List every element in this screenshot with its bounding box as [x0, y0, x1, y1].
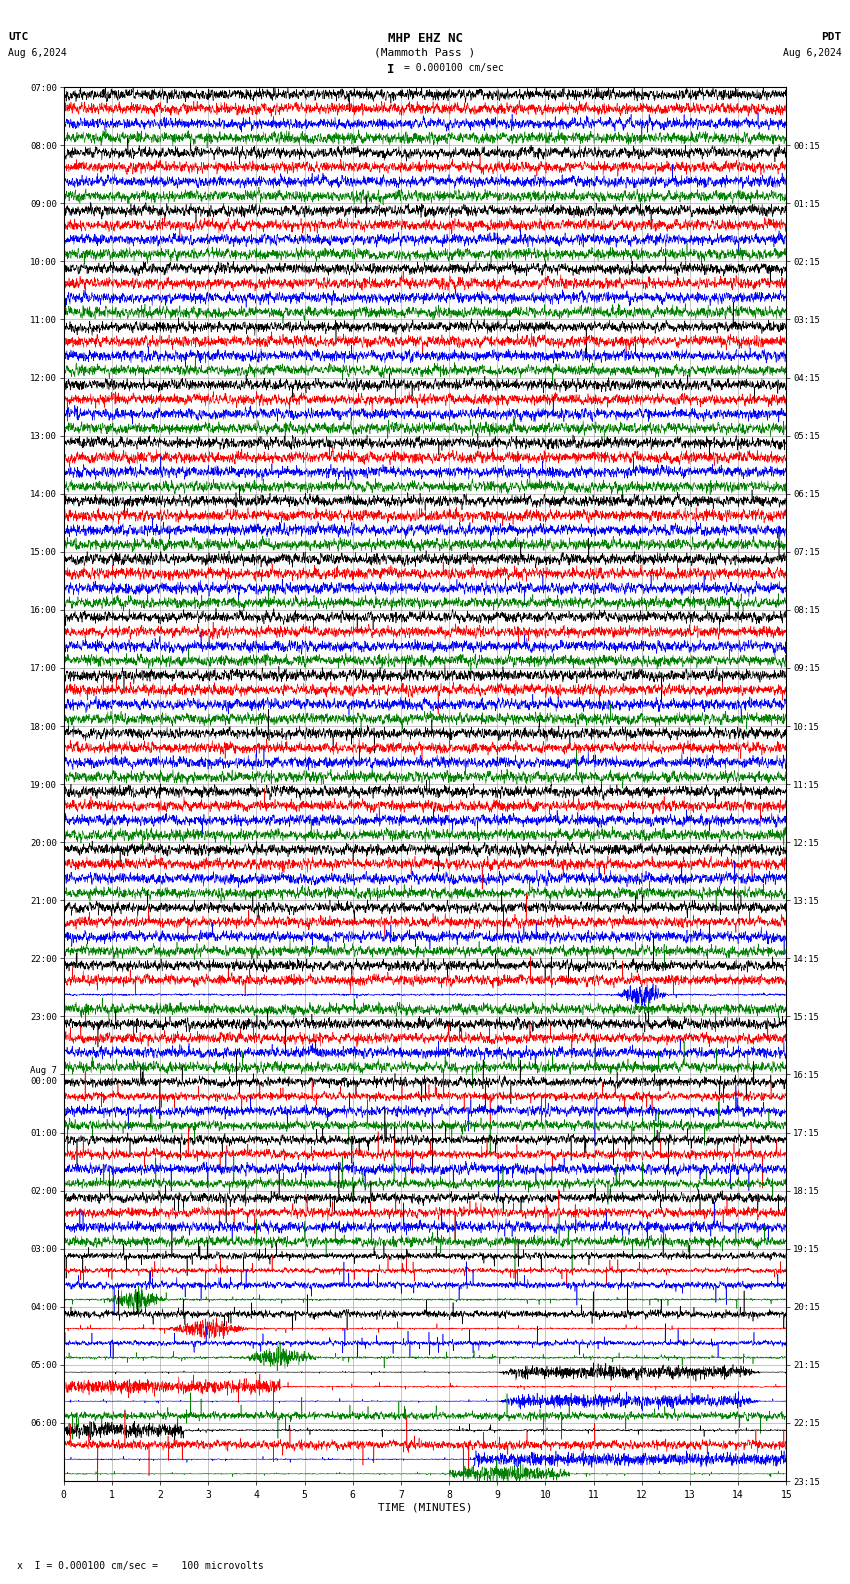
- Text: x  I = 0.000100 cm/sec =    100 microvolts: x I = 0.000100 cm/sec = 100 microvolts: [17, 1562, 264, 1571]
- Text: = 0.000100 cm/sec: = 0.000100 cm/sec: [404, 63, 503, 73]
- Text: (Mammoth Pass ): (Mammoth Pass ): [374, 48, 476, 57]
- Text: PDT: PDT: [821, 32, 842, 41]
- Text: UTC: UTC: [8, 32, 29, 41]
- X-axis label: TIME (MINUTES): TIME (MINUTES): [377, 1503, 473, 1513]
- Text: I: I: [388, 63, 394, 76]
- Text: Aug 6,2024: Aug 6,2024: [783, 48, 842, 57]
- Text: MHP EHZ NC: MHP EHZ NC: [388, 32, 462, 44]
- Text: Aug 6,2024: Aug 6,2024: [8, 48, 67, 57]
